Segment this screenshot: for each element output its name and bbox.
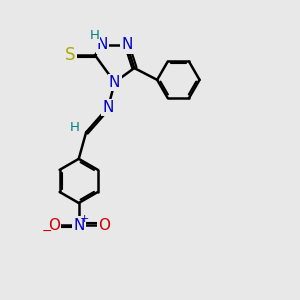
- Text: H: H: [70, 121, 80, 134]
- Text: N: N: [73, 218, 84, 232]
- Text: −: −: [42, 225, 52, 238]
- Text: H: H: [89, 29, 99, 42]
- Text: N: N: [103, 100, 114, 115]
- Text: N: N: [97, 38, 108, 52]
- Text: S: S: [65, 46, 75, 64]
- Text: N: N: [109, 75, 120, 90]
- Text: N: N: [121, 38, 133, 52]
- Text: O: O: [48, 218, 60, 232]
- Text: +: +: [80, 214, 89, 224]
- Text: O: O: [98, 218, 110, 232]
